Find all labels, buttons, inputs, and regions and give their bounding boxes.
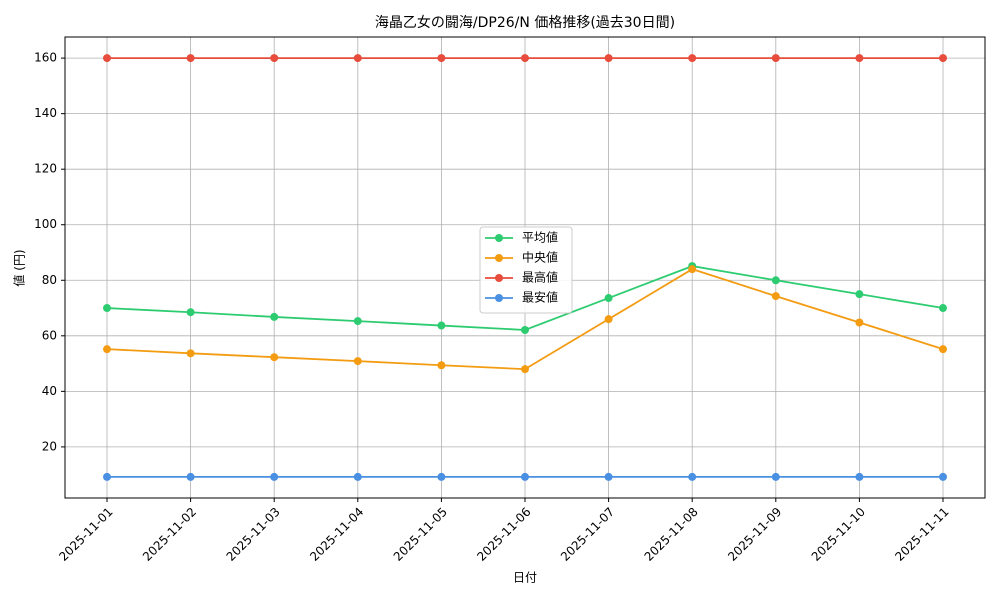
x-tick-label: 2025-11-01 xyxy=(56,505,115,564)
legend-marker xyxy=(495,254,503,262)
point xyxy=(604,294,613,303)
point xyxy=(186,349,195,358)
y-tick-label: 140 xyxy=(34,106,57,120)
point xyxy=(521,325,529,334)
x-tick-label: 2025-11-04 xyxy=(307,505,366,564)
point xyxy=(604,472,613,481)
x-tick-label: 2025-11-07 xyxy=(558,505,617,564)
point xyxy=(604,54,613,63)
x-tick-label: 2025-11-08 xyxy=(642,505,701,564)
point xyxy=(353,54,362,63)
point xyxy=(353,472,362,481)
point xyxy=(688,54,697,63)
point xyxy=(103,304,111,313)
point xyxy=(521,472,529,481)
y-axis-label: 値 (円) xyxy=(12,249,27,286)
point xyxy=(353,317,362,326)
point xyxy=(855,54,864,63)
y-tick-label: 100 xyxy=(34,217,57,231)
point xyxy=(186,472,195,481)
point xyxy=(186,308,195,317)
plot-frame xyxy=(64,36,986,499)
x-tick-label: 2025-11-02 xyxy=(140,505,199,564)
point xyxy=(688,265,697,274)
point xyxy=(270,353,279,362)
point xyxy=(855,318,864,327)
point xyxy=(186,54,195,63)
y-tick-label: 60 xyxy=(42,328,57,342)
point xyxy=(270,312,279,321)
legend-box xyxy=(479,226,573,314)
x-tick-label: 2025-11-05 xyxy=(391,505,450,564)
point xyxy=(103,345,111,354)
legend-label: 最安値 xyxy=(522,290,558,305)
legend-label: 平均値 xyxy=(522,230,558,245)
x-tick-label: 2025-11-03 xyxy=(224,505,283,564)
point xyxy=(437,321,446,330)
point xyxy=(939,54,947,63)
point xyxy=(771,54,780,63)
point xyxy=(771,276,780,285)
y-tick-label: 120 xyxy=(34,162,57,176)
legend-marker xyxy=(495,274,503,282)
point xyxy=(437,472,446,481)
x-tick-label: 2025-11-06 xyxy=(474,505,533,564)
point xyxy=(521,365,529,374)
point xyxy=(353,357,362,366)
y-tick-label: 80 xyxy=(42,273,57,287)
point xyxy=(771,472,780,481)
point xyxy=(103,472,111,481)
point xyxy=(270,472,279,481)
x-tick-label: 2025-11-11 xyxy=(892,505,951,564)
point xyxy=(939,472,947,481)
legend-marker xyxy=(495,234,503,242)
point xyxy=(604,315,613,324)
legend-marker xyxy=(495,294,503,302)
point xyxy=(103,54,111,63)
point xyxy=(771,292,780,301)
point xyxy=(437,54,446,63)
point xyxy=(521,54,529,63)
point xyxy=(855,290,864,299)
point xyxy=(855,472,864,481)
chart-title: 海晶乙女の闘海/DP26/N 価格推移(過去30日間) xyxy=(375,14,675,31)
point xyxy=(437,361,446,370)
x-tick-label: 2025-11-10 xyxy=(809,505,868,564)
legend-label: 最高値 xyxy=(522,270,558,285)
point xyxy=(270,54,279,63)
x-axis-label: 日付 xyxy=(513,571,537,585)
y-tick-label: 160 xyxy=(34,51,57,65)
point xyxy=(939,345,947,354)
y-tick-label: 20 xyxy=(42,439,57,453)
legend-label: 中央値 xyxy=(522,250,558,265)
point xyxy=(939,304,947,313)
x-tick-label: 2025-11-09 xyxy=(725,505,784,564)
point xyxy=(688,472,697,481)
y-tick-label: 40 xyxy=(42,384,57,398)
